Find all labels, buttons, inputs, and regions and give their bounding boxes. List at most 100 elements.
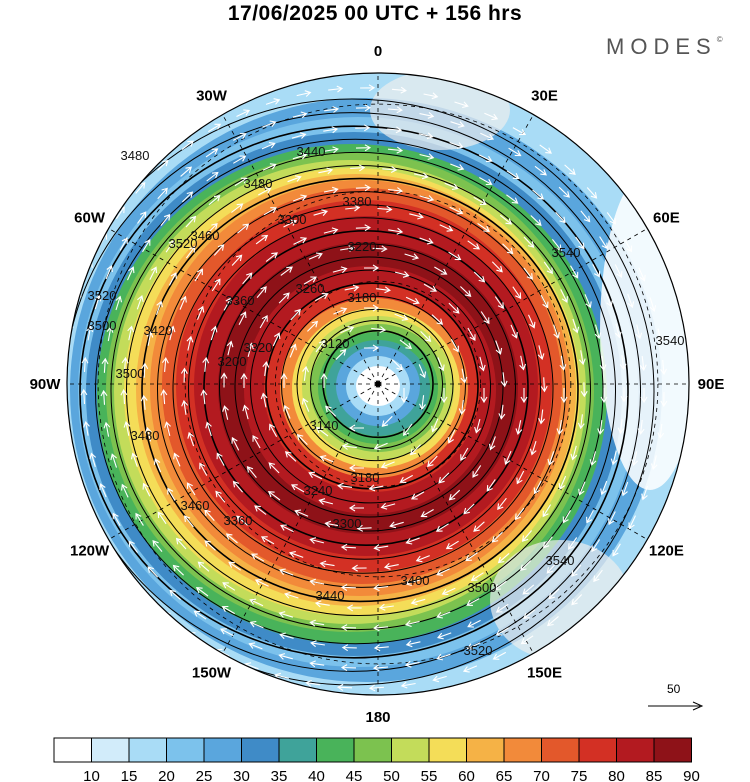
wind-arrow bbox=[377, 205, 393, 213]
wind-arrow bbox=[268, 462, 280, 474]
wind-arrow bbox=[523, 267, 533, 280]
wind-arrow bbox=[405, 640, 421, 648]
wind-arrow bbox=[215, 490, 226, 503]
wind-arrow bbox=[597, 419, 605, 435]
wind-arrow bbox=[404, 660, 420, 668]
wind-arrow bbox=[473, 521, 485, 532]
wind-arrow bbox=[325, 405, 337, 417]
wind-arrow bbox=[515, 420, 523, 435]
reference-vector-label: 50 bbox=[667, 682, 681, 696]
wind-arrow bbox=[491, 261, 503, 273]
wind-arrow bbox=[267, 490, 281, 501]
wind-arrow bbox=[486, 479, 496, 492]
wind-arrow bbox=[318, 167, 334, 175]
wind-arrow bbox=[161, 356, 169, 372]
wind-arrow bbox=[242, 404, 250, 420]
wind-arrow bbox=[335, 349, 347, 361]
wind-arrow bbox=[187, 431, 195, 447]
wind-arrow bbox=[599, 236, 608, 250]
wind-arrow bbox=[225, 533, 238, 544]
wind-arrow bbox=[373, 584, 389, 592]
wind-arrow bbox=[600, 388, 608, 404]
wind-arrow bbox=[478, 356, 486, 372]
wind-arrow bbox=[160, 389, 168, 405]
colorbar-swatch bbox=[391, 737, 430, 763]
wind-arrow bbox=[439, 224, 454, 232]
wind-arrow bbox=[631, 451, 638, 467]
wind-arrow bbox=[355, 124, 371, 132]
colorbar-tick-label: 40 bbox=[308, 768, 325, 782]
contour-label: 3540 bbox=[656, 333, 685, 348]
wind-arrow bbox=[135, 181, 146, 194]
wind-arrow bbox=[323, 186, 339, 194]
wind-arrow bbox=[233, 155, 247, 164]
wind-arrow bbox=[120, 389, 128, 405]
wind-arrow bbox=[262, 361, 270, 377]
wind-arrow bbox=[278, 653, 293, 660]
wind-arrow bbox=[302, 365, 310, 381]
wind-arrow bbox=[558, 475, 567, 490]
wind-arrow bbox=[500, 372, 508, 388]
colorbar-swatch bbox=[128, 737, 167, 763]
wind-arrow bbox=[309, 578, 325, 586]
wind-arrow bbox=[303, 276, 318, 285]
wind-arrow bbox=[152, 539, 163, 552]
longitude-label: 180 bbox=[365, 709, 390, 726]
wind-arrow bbox=[280, 372, 288, 388]
wind-arrow bbox=[237, 223, 250, 234]
wind-arrow bbox=[415, 555, 430, 563]
wind-arrow bbox=[350, 164, 366, 172]
wind-arrow bbox=[206, 222, 218, 235]
wind-arrow bbox=[478, 154, 493, 163]
wind-arrow bbox=[146, 331, 154, 346]
wind-arrow bbox=[495, 340, 503, 355]
wind-arrow bbox=[540, 377, 548, 393]
wind-arrow bbox=[288, 551, 304, 558]
wind-arrow bbox=[324, 520, 340, 528]
contour-label: 3500 bbox=[88, 318, 117, 333]
wind-arrow bbox=[532, 189, 545, 200]
wind-arrow bbox=[617, 419, 625, 435]
wind-arrow bbox=[560, 388, 568, 404]
wind-arrow bbox=[372, 664, 389, 672]
wind-arrow bbox=[119, 237, 128, 251]
colorbar-tick-label: 75 bbox=[571, 768, 588, 782]
wind-arrow bbox=[474, 418, 481, 434]
wind-arrow bbox=[348, 424, 364, 432]
wind-arrow bbox=[432, 675, 447, 683]
wind-arrow bbox=[628, 515, 636, 530]
wind-arrow bbox=[423, 92, 439, 100]
wind-arrow bbox=[419, 153, 435, 161]
wind-arrow bbox=[447, 429, 456, 444]
wind-arrow bbox=[400, 388, 408, 404]
contour-label: 3200 bbox=[218, 354, 247, 369]
wind-arrow bbox=[454, 101, 469, 109]
wind-arrow bbox=[269, 423, 278, 437]
wind-arrow bbox=[348, 464, 364, 472]
wind-arrow bbox=[340, 325, 355, 334]
wind-arrow bbox=[399, 339, 413, 350]
wind-arrow bbox=[182, 191, 194, 203]
wind-arrow bbox=[516, 470, 525, 485]
wind-arrow bbox=[387, 106, 403, 114]
wind-arrow bbox=[371, 326, 387, 334]
wind-arrow bbox=[438, 472, 450, 484]
colorbar-swatch bbox=[653, 737, 692, 763]
meridian-line bbox=[377, 383, 648, 540]
wind-arrow bbox=[99, 483, 107, 498]
wind-arrow bbox=[502, 243, 514, 255]
wind-arrow bbox=[301, 397, 310, 412]
wind-arrow bbox=[309, 619, 325, 627]
wind-arrow bbox=[278, 611, 294, 618]
contour-labels: 3480 3520 3480 3460 3540 3440 3380 3300 3220 3180… bbox=[88, 144, 685, 658]
wind-arrow bbox=[431, 314, 444, 325]
wind-arrow bbox=[344, 284, 360, 292]
wind-arrow bbox=[627, 293, 635, 309]
wind-arrow bbox=[570, 265, 579, 279]
wind-arrow bbox=[101, 357, 109, 373]
wind-arrow bbox=[246, 465, 257, 478]
latitude-circle bbox=[97, 103, 659, 665]
wind-arrow bbox=[448, 302, 460, 314]
wind-arrow bbox=[391, 359, 403, 371]
wind-arrow bbox=[641, 485, 649, 501]
